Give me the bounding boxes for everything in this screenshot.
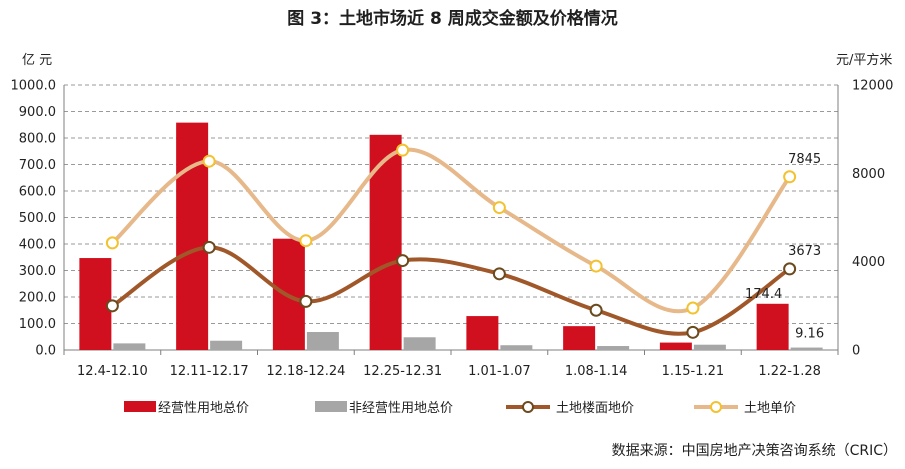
marker-floor-price — [105, 299, 119, 313]
y-right-unit: 元/平方米 — [836, 52, 892, 68]
legend-label: 土地楼面地价 — [556, 401, 634, 416]
x-tick-label: 1.01-1.07 — [468, 364, 531, 379]
y-right-tick-label: 8000 — [852, 167, 885, 182]
y-left-unit: 亿 元 — [22, 53, 52, 68]
marker-unit-price — [105, 236, 119, 250]
bar-non-operating-land — [597, 346, 630, 350]
marker-floor-price — [396, 254, 410, 268]
legend-marker — [710, 401, 722, 413]
legend-layer: 经营性用地总价 非经营性用地总价 土地楼面地价 土地单价 — [124, 401, 796, 416]
y-left-tick-label: 800.0 — [19, 132, 56, 147]
marker-unit-price — [686, 301, 700, 315]
bar-operating-land — [466, 316, 499, 350]
marker-floor-price — [492, 267, 506, 281]
y-left-tick-label: 500.0 — [19, 211, 56, 226]
y-left-tick-label: 300.0 — [19, 264, 56, 279]
bar-operating-land — [659, 342, 692, 350]
bar-operating-land — [79, 258, 112, 350]
y-left-tick-label: 0.0 — [35, 344, 56, 359]
data-label-unit-price: 7845 — [788, 152, 821, 167]
marker-unit-price — [783, 170, 797, 184]
line-layer — [105, 143, 797, 339]
bar-non-operating-land — [306, 331, 339, 350]
marker-floor-price — [202, 240, 216, 254]
legend-label: 土地单价 — [744, 401, 796, 416]
x-tick-label: 12.25-12.31 — [363, 364, 442, 379]
y-left-tick-label: 100.0 — [19, 317, 56, 332]
x-tick-label: 12.11-12.17 — [170, 364, 249, 379]
y-right-tick-label: 4000 — [852, 255, 885, 270]
marker-unit-price — [589, 259, 603, 273]
y-left-tick-label: 200.0 — [19, 291, 56, 306]
line-floor-price — [110, 245, 792, 336]
grid-layer — [64, 84, 838, 324]
marker-floor-price — [783, 262, 797, 276]
bar-non-operating-land — [790, 347, 823, 350]
bar-non-operating-land — [500, 345, 533, 350]
y-left-tick-label: 400.0 — [19, 238, 56, 253]
marker-unit-price — [202, 154, 216, 168]
y-right-tick-label: 0 — [852, 344, 860, 359]
x-tick-label: 12.18-12.24 — [266, 364, 345, 379]
line-unit-price — [110, 147, 792, 314]
marker-floor-price — [589, 303, 603, 317]
x-tick-label: 1.15-1.21 — [662, 364, 725, 379]
bar-non-operating-land — [113, 343, 146, 350]
bar-operating-land — [369, 134, 402, 350]
legend-swatch — [124, 401, 156, 412]
bar-non-operating-land — [403, 337, 436, 350]
marker-unit-price — [396, 143, 410, 157]
y-left-tick-label: 700.0 — [19, 158, 56, 173]
y-left-tick-label: 900.0 — [19, 105, 56, 120]
legend-swatch — [315, 401, 347, 412]
legend-marker — [522, 401, 534, 413]
bar-non-operating-land — [693, 344, 726, 350]
chart-title: 图 3：土地市场近 8 周成交金额及价格情况 — [287, 9, 618, 29]
y-right-tick-label: 12000 — [852, 79, 893, 94]
data-label-floor-price: 3673 — [788, 244, 821, 259]
bar-operating-land — [563, 326, 596, 350]
legend-label: 非经营性用地总价 — [349, 401, 453, 416]
bar-non-operating-land — [210, 340, 243, 350]
label-layer: 174.4 9.16 3673 7845 — [745, 152, 824, 342]
x-tick-label: 1.22-1.28 — [758, 364, 821, 379]
data-label-non-operating-land: 9.16 — [795, 327, 824, 342]
data-label-operating-land: 174.4 — [745, 287, 782, 302]
marker-floor-price — [299, 294, 313, 308]
marker-floor-price — [686, 325, 700, 339]
y-left-tick-label: 600.0 — [19, 185, 56, 200]
marker-unit-price — [492, 201, 506, 215]
source-note: 数据来源：中国房地产决策咨询系统（CRIC） — [611, 443, 897, 459]
x-tick-label: 1.08-1.14 — [565, 364, 628, 379]
bar-operating-land — [176, 122, 209, 350]
bar-operating-land — [756, 303, 789, 350]
marker-unit-price — [299, 234, 313, 248]
legend-label: 经营性用地总价 — [158, 401, 249, 416]
x-tick-label: 12.4-12.10 — [77, 364, 148, 379]
bar-layer — [79, 122, 823, 350]
y-left-tick-label: 1000.0 — [11, 79, 57, 94]
